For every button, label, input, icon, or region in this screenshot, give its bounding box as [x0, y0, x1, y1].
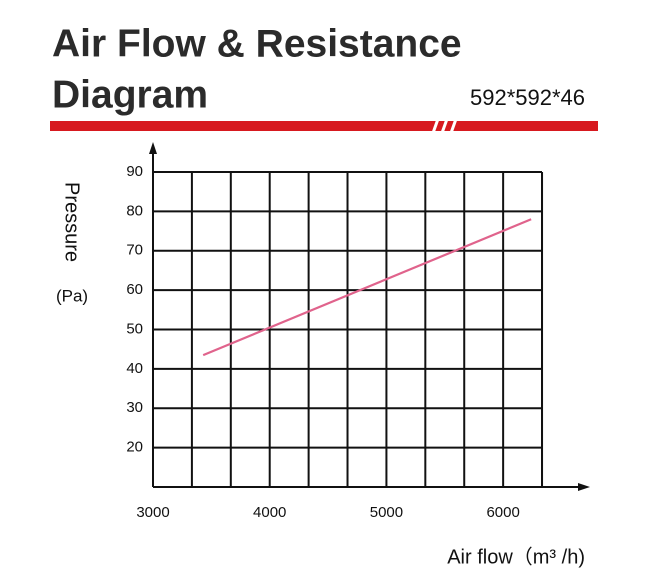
- chart-title: Air Flow & Resistance: [52, 22, 462, 65]
- bar-slashes: [431, 118, 458, 134]
- y-tick-label: 90: [126, 163, 143, 180]
- y-tick-label: 30: [126, 399, 143, 416]
- y-tick-label: 50: [126, 320, 143, 337]
- x-tick-label: 3000: [136, 504, 169, 521]
- header-bar: [50, 121, 598, 131]
- y-tick-label: 20: [126, 439, 143, 456]
- y-axis-unit: (Pa): [56, 286, 88, 305]
- y-tick-label: 80: [126, 202, 143, 219]
- chart-subtitle: 592*592*46: [470, 85, 585, 110]
- x-tick-label: 5000: [370, 504, 403, 521]
- chart-title: Diagram: [52, 73, 208, 116]
- y-tick-label: 70: [126, 242, 143, 259]
- axes: [149, 142, 590, 491]
- x-tick-label: 6000: [486, 504, 519, 521]
- y-tick-label: 40: [126, 360, 143, 377]
- y-tick-label: 60: [126, 281, 143, 298]
- y-axis-label: Pressure: [61, 182, 83, 262]
- x-axis-label: Air flow（m³ /h): [447, 545, 585, 568]
- data-line: [202, 218, 532, 357]
- x-tick-label: 4000: [253, 504, 286, 521]
